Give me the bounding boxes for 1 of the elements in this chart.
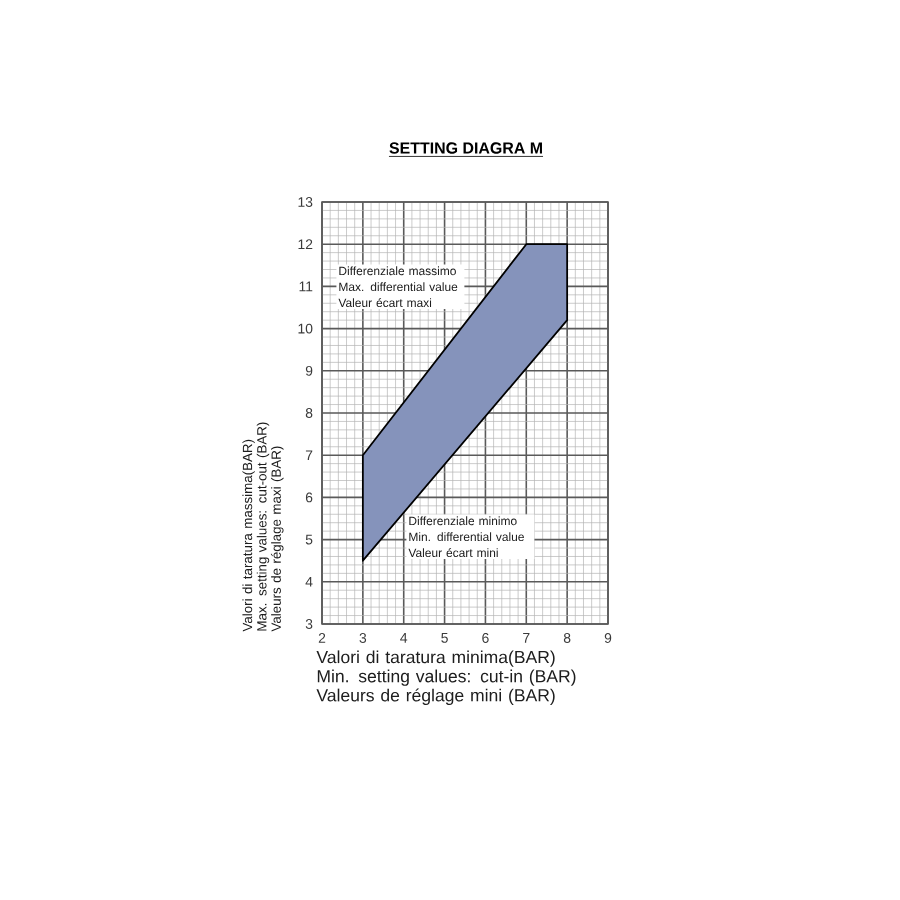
x-axis-title: Valori di taratura minima(BAR) Min. setting values: cut-in (BAR) Valeurs de réglage mini (BAR) bbox=[316, 650, 576, 705]
